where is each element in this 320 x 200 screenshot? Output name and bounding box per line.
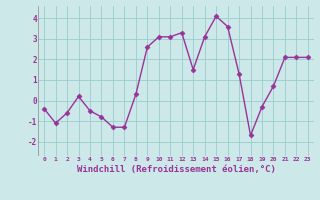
X-axis label: Windchill (Refroidissement éolien,°C): Windchill (Refroidissement éolien,°C) <box>76 165 276 174</box>
